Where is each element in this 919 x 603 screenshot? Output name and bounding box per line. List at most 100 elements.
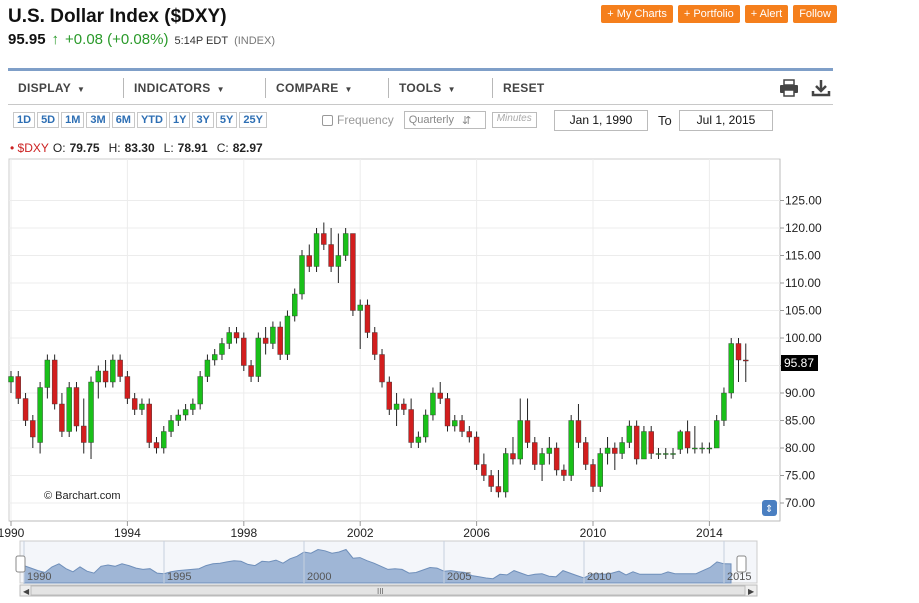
high-label: H: <box>108 141 121 155</box>
symbol-text: $DXY <box>17 141 49 155</box>
candle-down <box>488 475 494 487</box>
x-tick-label: 2002 <box>347 526 374 540</box>
follow-button[interactable]: Follow <box>793 5 837 23</box>
navigator-right-handle[interactable] <box>736 555 747 573</box>
candle-up <box>597 453 603 487</box>
candle-up <box>219 343 225 355</box>
portfolio-button[interactable]: + Portfolio <box>677 5 740 23</box>
watermark: © Barchart.com <box>44 490 121 502</box>
print-icon[interactable] <box>779 78 799 97</box>
scale-toggle-button[interactable]: ⇕ <box>762 500 777 516</box>
candle-up <box>211 354 218 361</box>
candle-down <box>102 370 109 383</box>
candle-down <box>241 337 247 366</box>
frequency-checkbox[interactable] <box>322 114 333 126</box>
candle-down <box>372 332 378 355</box>
candle-up <box>415 436 422 443</box>
frequency-select[interactable]: Quarterly ⇵ <box>403 111 486 129</box>
candle-down <box>15 376 21 399</box>
candle-up <box>182 409 189 416</box>
candle-up <box>706 447 713 450</box>
frequency-group: Frequency Quarterly ⇵ Minutes <box>322 111 537 129</box>
scroll-right-icon[interactable]: ▶ <box>748 587 755 596</box>
end-date-input[interactable]: Jul 1, 2015 <box>679 110 773 131</box>
download-icon[interactable] <box>811 79 831 97</box>
candle-down <box>583 442 589 465</box>
range-25y-button[interactable]: 25Y <box>239 112 267 128</box>
y-tick-label: 115.00 <box>785 249 821 263</box>
candle-up <box>168 420 174 432</box>
candle-up <box>342 233 349 256</box>
start-date-input[interactable]: Jan 1, 1990 <box>554 110 648 131</box>
range-1y-button[interactable]: 1Y <box>168 112 191 128</box>
candle-down <box>59 403 65 432</box>
range-3m-button[interactable]: 3M <box>86 112 110 128</box>
x-tick-label: 1994 <box>114 526 141 540</box>
quote-type: (INDEX) <box>234 35 276 47</box>
candle-down <box>473 436 480 465</box>
candle-down <box>379 354 385 383</box>
range-5d-button[interactable]: 5D <box>37 112 60 128</box>
range-ytd-button[interactable]: YTD <box>136 112 167 128</box>
candle-up <box>422 414 429 438</box>
candle-up <box>452 420 458 427</box>
low-label: L: <box>163 141 174 155</box>
menu-indicators[interactable]: INDICATORS ▼ <box>124 77 266 98</box>
low-value: 78.91 <box>177 141 208 155</box>
candle-down <box>146 403 152 443</box>
menu-reset[interactable]: RESET <box>503 80 545 95</box>
navigator: 1990 1995 2000 2005 2010 2015 <box>15 540 758 584</box>
candle-down <box>30 420 36 438</box>
range-6m-button[interactable]: 6M <box>111 112 135 128</box>
range-1m-button[interactable]: 1M <box>61 112 85 128</box>
menu-compare-label: COMPARE <box>276 80 339 95</box>
y-tick-label: 70.00 <box>785 496 815 510</box>
candle-down <box>386 381 392 410</box>
candle-up <box>357 304 363 311</box>
x-tick-label: 1998 <box>230 526 257 540</box>
minutes-input[interactable]: Minutes <box>491 112 537 128</box>
menu-tools[interactable]: TOOLS ▼ <box>389 77 493 98</box>
alert-button[interactable]: + Alert <box>744 5 789 23</box>
candle-up <box>175 414 182 421</box>
candle-up <box>568 420 574 476</box>
x-tick-label: 2010 <box>580 526 607 540</box>
menu-compare[interactable]: COMPARE ▼ <box>266 77 389 98</box>
candle-up <box>255 337 262 377</box>
candle-up <box>292 293 298 317</box>
range-3y-button[interactable]: 3Y <box>192 112 214 128</box>
candle-down <box>590 464 596 487</box>
my-charts-button[interactable]: + My Charts <box>601 5 673 23</box>
menu-display[interactable]: DISPLAY ▼ <box>8 77 124 98</box>
candle-down <box>51 359 58 405</box>
range-buttons: 1D 5D 1M 3M 6M YTD 1Y 3Y 5Y 25Y <box>13 112 267 128</box>
quote-line: 95.95 ↑ +0.08 (+0.08%) 5:14P EDT (INDEX) <box>8 31 275 48</box>
candle-down <box>553 447 560 471</box>
candle-down <box>124 376 131 399</box>
navigator-label: 1995 <box>167 571 191 583</box>
range-1d-button[interactable]: 1D <box>13 112 36 128</box>
select-arrows-icon: ⇵ <box>461 114 472 127</box>
range-5y-button[interactable]: 5Y <box>215 112 238 128</box>
candle-up <box>284 315 291 355</box>
up-arrow-icon: ↑ <box>51 31 60 48</box>
open-value: 79.75 <box>69 141 100 155</box>
candle-down <box>328 244 334 267</box>
navigator-left-handle[interactable] <box>15 555 26 573</box>
candle-up <box>641 431 647 460</box>
candle-up <box>270 326 276 344</box>
candle-up <box>728 343 734 394</box>
candle-down <box>444 398 451 427</box>
scroll-left-icon[interactable]: ◀ <box>23 587 30 596</box>
candle-up <box>8 376 14 383</box>
candle-down <box>262 337 269 344</box>
frequency-value: Quarterly <box>408 114 454 126</box>
scrollbar-thumb[interactable] <box>30 585 746 596</box>
navigator-scrollbar[interactable]: III ◀ ▶ <box>19 584 758 597</box>
navigator-label: 2015 <box>727 571 751 583</box>
candle-up <box>626 425 633 443</box>
candle-down <box>321 233 327 245</box>
candle-down <box>459 420 465 432</box>
candle-up <box>197 376 203 405</box>
